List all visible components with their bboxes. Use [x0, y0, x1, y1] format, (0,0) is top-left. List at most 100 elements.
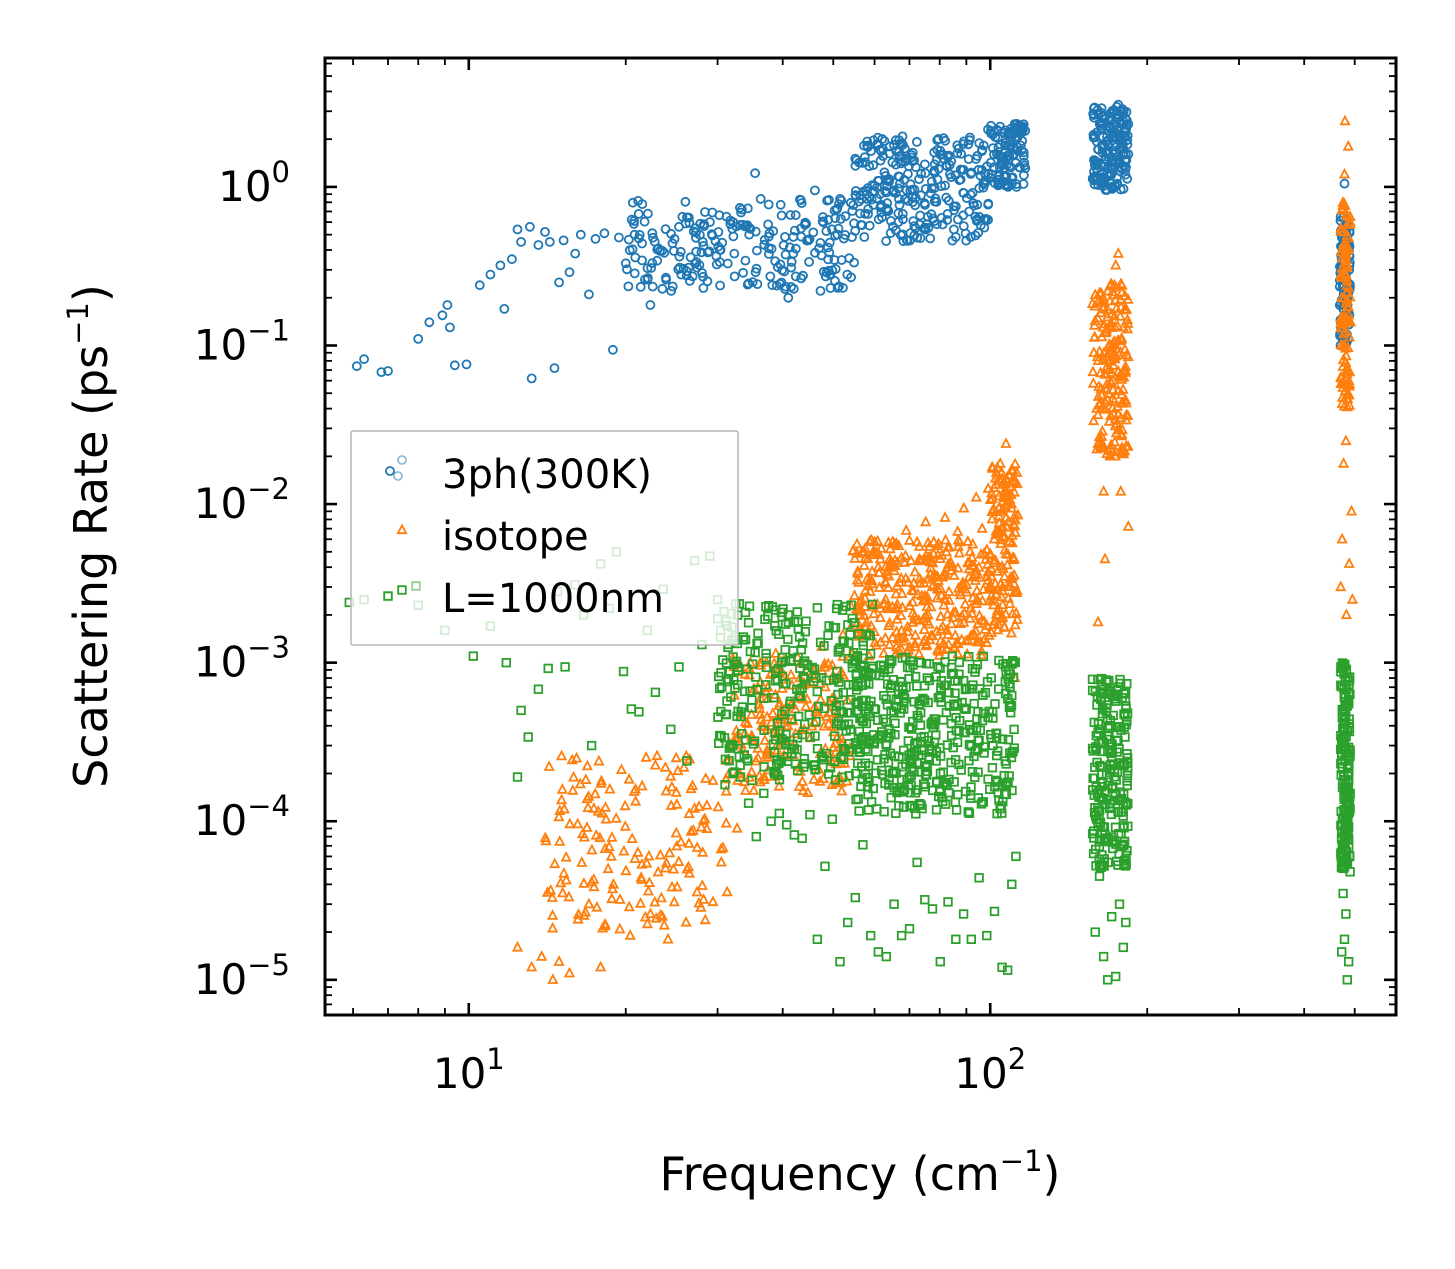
- data-point: [560, 850, 572, 862]
- data-point: [1107, 383, 1119, 395]
- data-point: [949, 629, 961, 640]
- data-point: [885, 683, 896, 693]
- data-point: [553, 955, 565, 966]
- data-point: [1338, 167, 1351, 179]
- data-point: [885, 658, 895, 669]
- data-point: [901, 154, 912, 164]
- data-point: [971, 584, 983, 595]
- data-point: [717, 682, 727, 692]
- data-point: [1090, 402, 1103, 413]
- data-point: [749, 736, 760, 746]
- data-point: [810, 731, 820, 741]
- data-point: [858, 559, 870, 570]
- data-point: [935, 610, 947, 621]
- data-point: [720, 784, 732, 796]
- data-point: [660, 856, 673, 868]
- data-point: [1094, 860, 1105, 870]
- data-point: [873, 548, 885, 559]
- data-point: [933, 163, 944, 174]
- data-point: [989, 906, 1000, 917]
- data-point: [1114, 744, 1124, 754]
- data-point: [1092, 437, 1104, 448]
- data-point: [1099, 552, 1111, 564]
- data-point: [820, 271, 831, 282]
- data-point: [633, 195, 644, 206]
- data-point: [1089, 299, 1101, 311]
- data-point: [1005, 626, 1018, 638]
- data-point: [1092, 158, 1102, 169]
- x-tick-label-exponent: 1: [486, 1042, 504, 1076]
- data-point: [634, 229, 645, 240]
- data-point: [912, 710, 922, 721]
- data-point: [1097, 172, 1108, 183]
- data-point: [901, 759, 911, 769]
- data-point: [1095, 306, 1107, 318]
- data-point: [991, 728, 1001, 738]
- data-point: [658, 918, 670, 930]
- data-point: [859, 661, 869, 671]
- data-point: [888, 564, 900, 576]
- data-point: [836, 706, 846, 717]
- x-tick-label-base: 10: [954, 1049, 1007, 1098]
- legend-label-isotope: isotope: [442, 514, 589, 560]
- data-point: [987, 598, 1000, 610]
- data-point: [674, 251, 685, 262]
- data-point: [919, 224, 930, 235]
- data-point: [977, 583, 989, 594]
- data-point: [1105, 803, 1115, 814]
- data-point: [948, 569, 960, 580]
- data-point: [909, 628, 921, 640]
- data-point: [760, 685, 773, 697]
- data-point: [1093, 293, 1105, 305]
- data-point: [578, 877, 590, 888]
- data-point: [896, 230, 906, 241]
- data-point: [897, 131, 908, 142]
- data-point: [644, 907, 656, 919]
- data-point: [568, 770, 580, 782]
- data-point: [635, 281, 646, 292]
- data-point: [1090, 927, 1100, 937]
- data-point: [868, 783, 878, 794]
- data-point: [908, 660, 918, 670]
- data-point: [684, 275, 695, 286]
- data-point: [946, 669, 957, 679]
- data-point: [606, 831, 618, 842]
- data-point: [1089, 330, 1101, 342]
- data-point: [1102, 284, 1114, 296]
- data-point: [985, 562, 997, 573]
- data-point: [738, 267, 748, 278]
- data-point: [1088, 132, 1099, 143]
- data-point: [882, 700, 893, 710]
- data-point: [958, 501, 970, 513]
- data-point: [659, 761, 671, 772]
- data-point: [1341, 701, 1351, 712]
- data-point: [976, 522, 988, 533]
- data-point: [782, 820, 792, 830]
- data-point: [1118, 303, 1131, 314]
- data-point: [844, 253, 855, 264]
- data-point: [1121, 917, 1131, 928]
- data-point: [879, 631, 891, 643]
- data-point: [673, 855, 685, 866]
- data-point: [1111, 839, 1121, 849]
- data-point: [907, 616, 919, 627]
- data-point: [526, 373, 537, 384]
- data-point: [851, 190, 861, 201]
- data-point: [769, 748, 780, 758]
- data-point: [1114, 310, 1126, 321]
- y-tick-label-exponent: −4: [247, 789, 290, 823]
- data-point: [567, 784, 579, 795]
- data-point: [891, 225, 901, 236]
- data-point: [553, 810, 565, 822]
- data-point: [947, 651, 958, 662]
- data-point: [629, 216, 639, 226]
- data-point: [995, 803, 1005, 814]
- data-point: [984, 493, 997, 505]
- data-point: [744, 229, 755, 240]
- data-point: [811, 673, 821, 683]
- data-point: [865, 649, 876, 659]
- data-point: [633, 208, 644, 219]
- data-point: [581, 792, 593, 804]
- data-point: [993, 509, 1005, 521]
- data-point: [1118, 807, 1128, 817]
